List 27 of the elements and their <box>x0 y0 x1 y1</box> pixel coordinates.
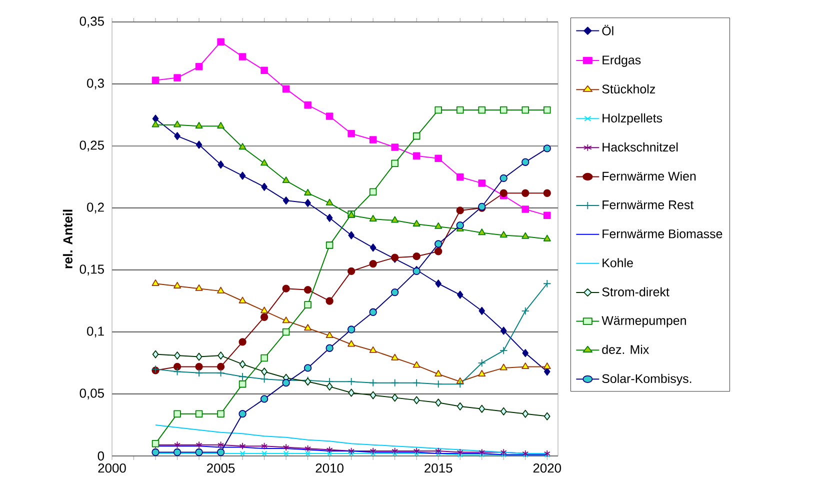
x-tick-label: 2020 <box>533 463 562 473</box>
y-tick-label: 0,15 <box>80 264 104 276</box>
y-tick-label: 0,2 <box>87 202 104 214</box>
legend-label: Öl <box>602 24 614 36</box>
legend-label: Fernwärme Wien <box>602 171 696 181</box>
y-tick-label: 0,25 <box>80 140 104 152</box>
y-tick-label: 0,35 <box>80 16 104 28</box>
y-tick-label: 0,1 <box>87 326 104 338</box>
y-tick-label: 0,05 <box>80 388 104 400</box>
legend-label: Erdgas <box>602 55 641 67</box>
legend-label: Solar-Kombisys. <box>602 374 692 386</box>
legend-label: Wärmepumpen <box>602 316 686 328</box>
legend-label: Fernwärme Rest <box>602 200 694 210</box>
x-tick-label: 2005 <box>207 463 235 473</box>
x-tick-label: 2015 <box>424 463 452 473</box>
y-tick-label: 0,3 <box>87 78 104 90</box>
legend-label: dez. Mix <box>602 344 650 354</box>
legend-label: Kohle <box>602 258 633 268</box>
x-tick-label: 2000 <box>98 463 126 473</box>
legend-label: Stückholz <box>602 84 655 94</box>
y-tick-label: 0 <box>98 451 104 461</box>
legend-label: Hackschnitzel <box>602 142 678 152</box>
x-tick-label: 2010 <box>316 463 344 473</box>
legend-label: Strom-direkt <box>602 287 670 296</box>
y-axis-title: rel. Anteil <box>62 210 72 268</box>
legend-label: Holzpellets <box>602 113 662 125</box>
legend-label: Fernwärme Biomasse <box>602 229 722 238</box>
